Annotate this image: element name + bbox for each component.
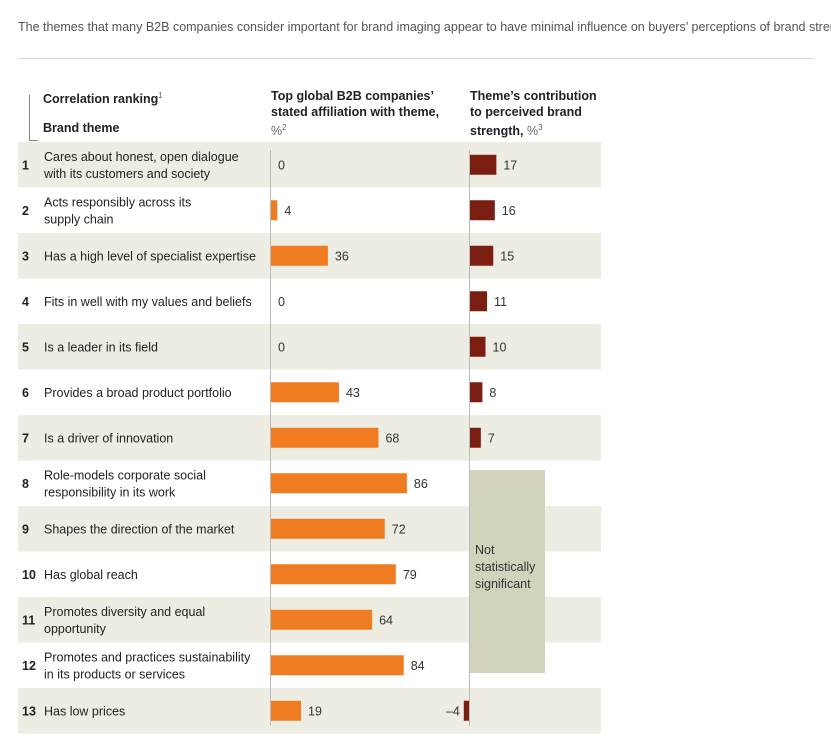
contribution-bar-6 (470, 382, 483, 403)
contribution-bar-13 (463, 700, 470, 721)
contribution-value-5: 10 (493, 340, 507, 354)
theme-label-5: Is a leader in its field (44, 340, 158, 354)
rank-label-2: 2 (22, 204, 29, 218)
header-ranking-label: Correlation ranking (43, 92, 159, 107)
theme-label-6: Provides a broad product portfolio (44, 386, 232, 400)
affiliation-bar-2 (271, 200, 278, 221)
affiliation-value-9: 72 (392, 522, 406, 536)
contribution-bar-1 (470, 154, 497, 175)
affiliation-value-7: 68 (385, 431, 399, 445)
contribution-bar-5 (470, 336, 486, 357)
row-stripe-1 (18, 142, 601, 188)
rank-label-5: 5 (22, 340, 29, 354)
affiliation-bar-8 (271, 473, 407, 494)
theme-label-11-line-1: Promotes diversity and equal (44, 605, 205, 619)
theme-label-9: Shapes the direction of the market (44, 522, 235, 536)
contribution-bar-3 (470, 245, 494, 266)
affiliation-bar-11 (271, 609, 373, 630)
row-stripe-13 (18, 688, 601, 734)
header-contribution-label: Theme’s contribution to perceived brand … (470, 89, 597, 139)
theme-label-12-line-1: Promotes and practices sustainability (44, 650, 251, 664)
theme-label-1-line-1: Cares about honest, open dialogue (44, 150, 239, 164)
header-affiliation-note: 2 (282, 123, 287, 132)
contribution-bar-4 (470, 291, 488, 312)
affiliation-value-2: 4 (284, 204, 291, 218)
affiliation-value-12: 84 (411, 659, 425, 673)
header-affiliation-label: Top global B2B companies’ stated affilia… (271, 89, 440, 119)
rank-label-9: 9 (22, 522, 29, 536)
theme-label-11-line-2: opportunity (44, 622, 107, 636)
header-contribution: Theme’s contribution to perceived brand … (470, 88, 610, 139)
affiliation-bar-10 (271, 564, 396, 585)
header-correlation-ranking: Correlation ranking1 (43, 88, 163, 107)
theme-label-7: Is a driver of innovation (44, 431, 173, 445)
header-contribution-note: 3 (538, 123, 543, 132)
not-significant-label: Not statistically significant (475, 543, 536, 591)
rank-label-4: 4 (22, 295, 29, 309)
theme-label-2-line-2: supply chain (44, 212, 114, 226)
theme-label-4: Fits in well with my values and beliefs (44, 295, 252, 309)
affiliation-value-6: 43 (346, 386, 360, 400)
header-affiliation: Top global B2B companies’ stated affilia… (271, 88, 456, 139)
header-ranking-note: 1 (158, 91, 163, 100)
theme-label-12-line-2: in its products or services (44, 667, 185, 681)
affiliation-bar-12 (271, 655, 404, 676)
affiliation-value-4: 0 (278, 295, 285, 309)
header-affiliation-unit: % (271, 124, 283, 139)
contribution-value-13: –4 (446, 704, 460, 718)
rank-label-6: 6 (22, 386, 29, 400)
affiliation-bar-6 (271, 382, 339, 403)
header-brand-theme: Brand theme (43, 121, 120, 135)
contribution-value-1: 17 (503, 158, 517, 172)
contribution-value-3: 15 (500, 249, 514, 263)
header-bracket (29, 95, 38, 141)
affiliation-value-10: 79 (403, 568, 417, 582)
top-divider (18, 58, 814, 59)
rank-label-1: 1 (22, 158, 29, 172)
affiliation-bar-3 (271, 245, 328, 266)
affiliation-value-3: 36 (335, 249, 349, 263)
row-stripe-5 (18, 324, 601, 370)
affiliation-value-1: 0 (278, 158, 285, 172)
theme-label-8-line-2: responsibility in its work (44, 485, 176, 499)
rank-label-12: 12 (22, 659, 36, 673)
contribution-value-6: 8 (489, 386, 496, 400)
theme-label-3: Has a high level of specialist expertise (44, 249, 256, 263)
theme-label-13: Has low prices (44, 704, 125, 718)
rank-label-11: 11 (22, 613, 35, 627)
contribution-value-7: 7 (488, 431, 495, 445)
contribution-bar-2 (470, 200, 495, 221)
affiliation-value-5: 0 (278, 340, 285, 354)
rank-label-10: 10 (22, 568, 36, 582)
theme-label-10: Has global reach (44, 568, 138, 582)
not-significant-box (470, 470, 545, 673)
affiliation-value-11: 64 (379, 613, 393, 627)
header-contribution-unit: % (526, 124, 539, 139)
contribution-bar-7 (470, 427, 481, 448)
theme-label-8-line-1: Role-models corporate social (44, 468, 206, 482)
intro-text: The themes that many B2B companies consi… (18, 20, 831, 34)
affiliation-bar-13 (271, 700, 302, 721)
contribution-value-2: 16 (502, 204, 516, 218)
rank-label-13: 13 (22, 704, 36, 718)
theme-label-1-line-2: with its customers and society (43, 167, 211, 181)
rank-label-3: 3 (22, 249, 29, 263)
affiliation-value-8: 86 (414, 477, 428, 491)
contribution-value-4: 11 (494, 295, 507, 309)
affiliation-bar-7 (271, 427, 379, 448)
affiliation-bar-9 (271, 518, 385, 539)
rank-label-8: 8 (22, 477, 29, 491)
rank-label-7: 7 (22, 431, 29, 445)
theme-label-2-line-1: Acts responsibly across its (44, 195, 191, 209)
affiliation-value-13: 19 (308, 704, 322, 718)
